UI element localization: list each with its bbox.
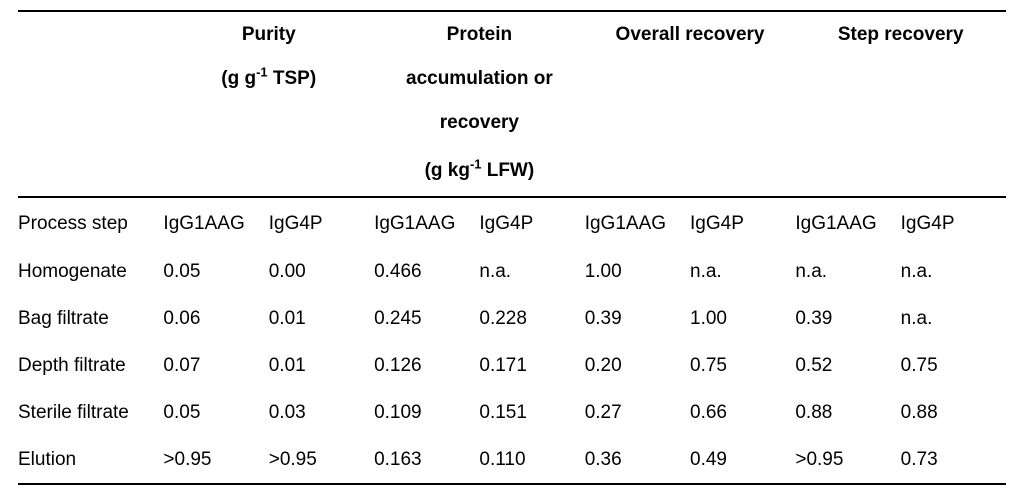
sub-header-row: Process step IgG1AAG IgG4P IgG1AAG IgG4P…	[18, 197, 1006, 248]
cell: 0.07	[163, 342, 268, 389]
cell: 0.27	[585, 389, 690, 436]
cell: 0.73	[901, 436, 1006, 484]
cell: 0.66	[690, 389, 795, 436]
cell: 0.88	[795, 389, 900, 436]
row-label: Homogenate	[18, 248, 163, 295]
cell: >0.95	[163, 436, 268, 484]
group-subtitle-row-3: (g kg-1 LFW)	[18, 144, 1006, 197]
sub-header: IgG4P	[479, 197, 584, 248]
sub-header: IgG1AAG	[163, 197, 268, 248]
row-label-header: Process step	[18, 197, 163, 248]
group-header: Overall recovery	[585, 11, 796, 56]
cell: 0.05	[163, 248, 268, 295]
group-header-blank	[18, 11, 163, 56]
cell: 0.163	[374, 436, 479, 484]
cell: 0.36	[585, 436, 690, 484]
cell: 0.00	[269, 248, 374, 295]
group-subtitle: (g g-1 TSP)	[163, 56, 374, 100]
data-table: Purity Protein Overall recovery Step rec…	[18, 10, 1006, 485]
cell: n.a.	[795, 248, 900, 295]
cell: 1.00	[690, 295, 795, 342]
cell: n.a.	[901, 248, 1006, 295]
row-label: Sterile filtrate	[18, 389, 163, 436]
table-row: Depth filtrate 0.07 0.01 0.126 0.171 0.2…	[18, 342, 1006, 389]
cell: 0.466	[374, 248, 479, 295]
cell: 0.06	[163, 295, 268, 342]
sub-header: IgG1AAG	[374, 197, 479, 248]
cell: 0.110	[479, 436, 584, 484]
cell: 0.75	[690, 342, 795, 389]
group-header-row: Purity Protein Overall recovery Step rec…	[18, 11, 1006, 56]
cell: 0.126	[374, 342, 479, 389]
cell: n.a.	[479, 248, 584, 295]
row-label: Elution	[18, 436, 163, 484]
group-header: Step recovery	[795, 11, 1006, 56]
group-subtitle: (g kg-1 LFW)	[374, 144, 585, 197]
row-label: Bag filtrate	[18, 295, 163, 342]
cell: 0.228	[479, 295, 584, 342]
table-row: Bag filtrate 0.06 0.01 0.245 0.228 0.39 …	[18, 295, 1006, 342]
table-row: Homogenate 0.05 0.00 0.466 n.a. 1.00 n.a…	[18, 248, 1006, 295]
cell: 0.151	[479, 389, 584, 436]
cell: 0.20	[585, 342, 690, 389]
cell: 0.39	[795, 295, 900, 342]
cell: >0.95	[269, 436, 374, 484]
cell: 0.05	[163, 389, 268, 436]
cell: 0.03	[269, 389, 374, 436]
cell: 1.00	[585, 248, 690, 295]
cell: 0.245	[374, 295, 479, 342]
cell: 0.75	[901, 342, 1006, 389]
table-row: Sterile filtrate 0.05 0.03 0.109 0.151 0…	[18, 389, 1006, 436]
group-header: Purity	[163, 11, 374, 56]
sub-header: IgG4P	[269, 197, 374, 248]
cell: 0.171	[479, 342, 584, 389]
sub-header: IgG4P	[901, 197, 1006, 248]
cell: 0.52	[795, 342, 900, 389]
group-subtitle-row-2: recovery	[18, 100, 1006, 144]
sub-header: IgG4P	[690, 197, 795, 248]
group-header: Protein	[374, 11, 585, 56]
table-row: Elution >0.95 >0.95 0.163 0.110 0.36 0.4…	[18, 436, 1006, 484]
cell: 0.88	[901, 389, 1006, 436]
group-subtitle: recovery	[374, 100, 585, 144]
cell: 0.39	[585, 295, 690, 342]
cell: n.a.	[690, 248, 795, 295]
sub-header: IgG1AAG	[585, 197, 690, 248]
cell: n.a.	[901, 295, 1006, 342]
cell: 0.01	[269, 295, 374, 342]
group-subtitle: accumulation or	[374, 56, 585, 100]
table-page: Purity Protein Overall recovery Step rec…	[0, 0, 1024, 504]
group-subtitle-row-1: (g g-1 TSP) accumulation or	[18, 56, 1006, 100]
cell: 0.01	[269, 342, 374, 389]
sub-header: IgG1AAG	[795, 197, 900, 248]
cell: 0.49	[690, 436, 795, 484]
row-label: Depth filtrate	[18, 342, 163, 389]
cell: 0.109	[374, 389, 479, 436]
cell: >0.95	[795, 436, 900, 484]
